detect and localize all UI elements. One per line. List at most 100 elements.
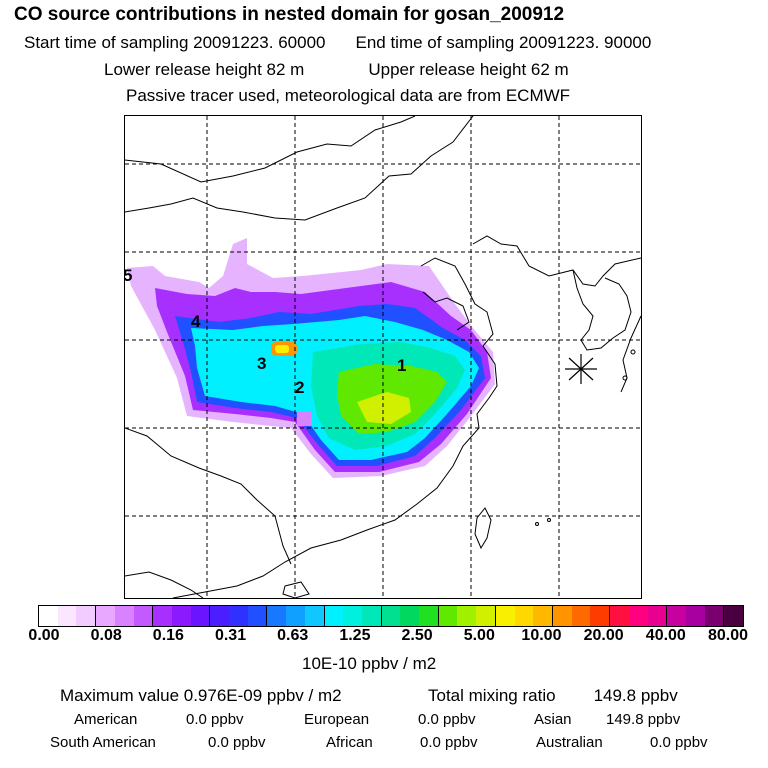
colorbar-segment xyxy=(57,606,77,626)
tracer-note: Passive tracer used, meteorological data… xyxy=(126,86,571,105)
mongolia-border-east xyxy=(125,116,474,221)
map-title: CO source contributions in nested domain… xyxy=(14,4,565,25)
source-american-value: 0.0 ppbv xyxy=(186,711,244,728)
colorbar-tick-label: 40.00 xyxy=(645,627,686,644)
colorbar-segment xyxy=(551,606,572,626)
region-label: 5 xyxy=(125,266,132,286)
source-african-value: 0.0 ppbv xyxy=(420,734,478,751)
colorbar-segment xyxy=(304,606,324,626)
colorbar-segment xyxy=(152,606,172,626)
islands xyxy=(535,349,636,526)
map-canvas xyxy=(125,116,641,598)
colorbar-units: 10E-10 ppbv / m2 xyxy=(302,654,437,673)
colorbar xyxy=(38,605,744,627)
region-label: 2 xyxy=(295,378,305,397)
mongolia-border xyxy=(125,116,416,183)
colorbar-segment xyxy=(114,606,134,626)
colorbar-tick-label: 5.00 xyxy=(463,627,495,644)
total-mixing-ratio: Total mixing ratio 149.8 ppbv xyxy=(428,686,678,706)
colorbar-segment xyxy=(95,606,115,626)
region-label: 3 xyxy=(257,354,267,373)
colorbar-segment xyxy=(133,606,153,626)
source-south-american-name: South American xyxy=(50,734,156,751)
receptor-star-icon xyxy=(565,354,597,384)
colorbar-segment xyxy=(457,606,477,626)
colorbar-segment xyxy=(190,606,210,626)
colorbar-segment xyxy=(647,606,667,626)
colorbar-tick-label: 0.31 xyxy=(214,627,247,644)
colorbar-segment xyxy=(39,606,58,626)
taiwan-coast xyxy=(474,507,492,550)
colorbar-tick-label: 80.00 xyxy=(707,627,749,644)
coastlines xyxy=(125,116,641,598)
colorbar-segment xyxy=(266,606,287,626)
colorbar-segment xyxy=(628,606,648,626)
bohai-coast xyxy=(422,291,470,331)
release-heights: Lower release height 82 m Upper release h… xyxy=(104,60,569,80)
colorbar-segment xyxy=(571,606,591,626)
colorbar-segment xyxy=(533,606,552,626)
source-australian-name: Australian xyxy=(536,734,603,751)
colorbar-segment xyxy=(494,606,515,626)
source-european-name: European xyxy=(304,711,370,728)
colorbar-segment xyxy=(343,606,362,626)
total-mixing-value: 149.8 ppbv xyxy=(593,686,678,705)
colorbar-segment xyxy=(590,606,610,626)
inland-border-sw xyxy=(125,571,204,598)
colorbar-segment xyxy=(380,606,401,626)
source-south-american-value: 0.0 ppbv xyxy=(208,734,266,751)
total-mixing-label: Total mixing ratio xyxy=(428,686,556,705)
colorbar-segment xyxy=(400,606,420,626)
source-american-name: American xyxy=(74,711,138,728)
colorbar-segment xyxy=(609,606,629,626)
korea-china-border xyxy=(472,235,641,287)
colorbar-segment xyxy=(286,606,305,626)
source-asian-value: 149.8 ppbv xyxy=(606,711,681,728)
colorbar-segment xyxy=(361,606,381,626)
colorbar-tick-label: 1.25 xyxy=(339,627,371,644)
colorbar-segment xyxy=(514,606,534,626)
plume-gap xyxy=(297,412,311,426)
source-african-name: African xyxy=(326,734,373,751)
colorbar-segment xyxy=(171,606,191,626)
maximum-value: Maximum value 0.976E-09 ppbv / m2 xyxy=(60,686,342,705)
colorbar-tick-label: 0.63 xyxy=(277,627,309,644)
lower-release-height: Lower release height 82 m xyxy=(104,60,305,79)
end-time: End time of sampling 20091223. 90000 xyxy=(355,33,652,52)
colorbar-segment xyxy=(685,606,705,626)
colorbar-segment xyxy=(76,606,96,626)
colorbar-tick-label: 0.00 xyxy=(28,627,60,644)
colorbar-segment xyxy=(476,606,495,626)
colorbar-segment xyxy=(247,606,267,626)
plume-contours xyxy=(127,238,495,478)
plume-yellow xyxy=(357,392,411,424)
map-panel: 1 2 3 4 5 xyxy=(124,115,642,599)
hainan-coast xyxy=(282,581,310,598)
region-label: 4 xyxy=(191,312,201,331)
sampling-times: Start time of sampling 20091223. 60000 En… xyxy=(24,33,651,53)
korea-coast xyxy=(572,269,632,351)
colorbar-segment xyxy=(209,606,230,626)
inland-border-west xyxy=(125,427,292,565)
colorbar-tick-label: 0.16 xyxy=(152,627,184,644)
source-australian-value: 0.0 ppbv xyxy=(650,734,708,751)
source-asian-name: Asian xyxy=(534,711,572,728)
upper-release-height: Upper release height 62 m xyxy=(368,60,569,79)
colorbar-segment xyxy=(723,606,744,626)
colorbar-segment xyxy=(437,606,458,626)
graticule xyxy=(125,116,641,598)
colorbar-segment xyxy=(229,606,248,626)
source-european-value: 0.0 ppbv xyxy=(418,711,476,728)
colorbar-tick-label: 20.00 xyxy=(583,627,624,644)
region-label: 1 xyxy=(397,356,407,375)
colorbar-segment xyxy=(704,606,724,626)
colorbar-segment xyxy=(323,606,344,626)
colorbar-tick-label: 10.00 xyxy=(521,627,562,644)
japan-coast xyxy=(620,315,641,393)
start-time: Start time of sampling 20091223. 60000 xyxy=(24,33,326,52)
plume-hotspot-core xyxy=(275,345,289,353)
colorbar-tick-label: 0.08 xyxy=(90,627,122,644)
colorbar-segment xyxy=(666,606,686,626)
colorbar-segment xyxy=(419,606,438,626)
colorbar-tick-label: 2.50 xyxy=(401,627,433,644)
